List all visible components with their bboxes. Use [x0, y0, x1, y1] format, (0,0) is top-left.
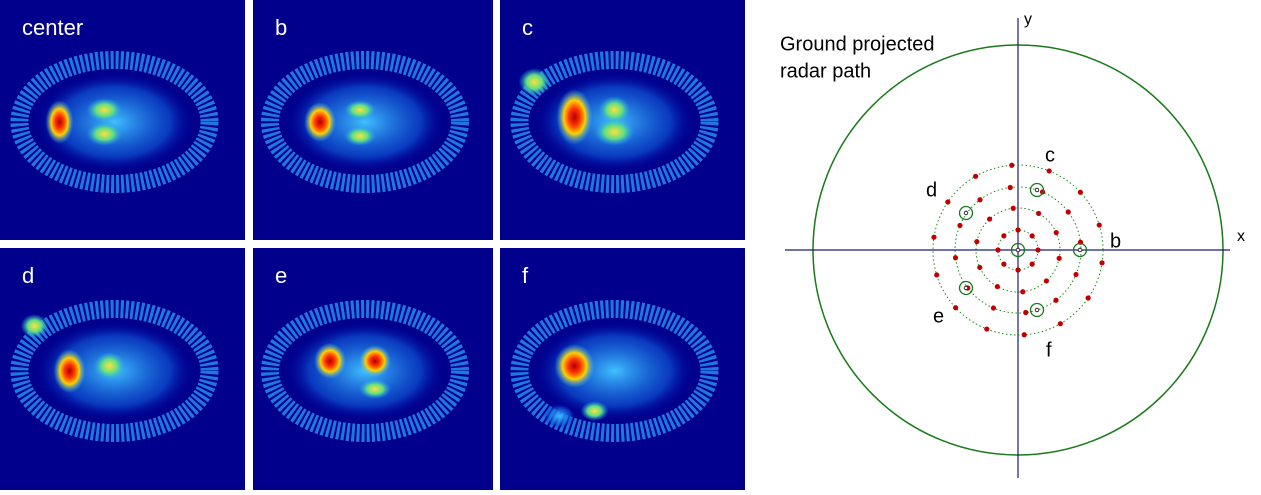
- path-sample: [945, 199, 950, 204]
- panel-label: c: [522, 15, 533, 40]
- radar-image: e: [253, 248, 493, 490]
- path-sample: [1086, 295, 1091, 300]
- path-sample: [1030, 262, 1035, 267]
- path-sample: [995, 247, 1000, 252]
- point-label: f: [1046, 339, 1052, 361]
- panel-label: e: [275, 263, 287, 288]
- path-sample: [1035, 247, 1040, 252]
- path-sample: [934, 272, 939, 277]
- path-sample: [1001, 233, 1006, 238]
- path-sample: [977, 265, 982, 270]
- point-label: d: [926, 179, 937, 201]
- highlight-dot: [1078, 248, 1082, 252]
- hotspot: [87, 122, 123, 146]
- path-sample: [1011, 206, 1016, 211]
- radar-path-diagram: Ground projected radar path x y c b d e …: [780, 11, 1245, 478]
- radar-images: center b c d e f: [0, 0, 745, 490]
- path-sample: [1009, 163, 1014, 168]
- path-sample: [957, 223, 962, 228]
- hotspot: [46, 100, 74, 144]
- path-sample: [1097, 222, 1102, 227]
- hotspot: [581, 401, 609, 421]
- hotspot: [54, 349, 86, 393]
- panel-label: b: [275, 15, 287, 40]
- path-sample: [1023, 310, 1028, 315]
- diagram-title: Ground projected: [780, 33, 935, 55]
- hotspot: [519, 68, 551, 96]
- hotspot: [359, 379, 391, 399]
- panel-label: center: [22, 15, 83, 40]
- figure: centerbcdef Ground projected radar path …: [0, 0, 1261, 490]
- path-sample: [973, 174, 978, 179]
- highlight-dot: [964, 286, 968, 290]
- radar-image: b: [253, 0, 493, 240]
- panel-label: d: [22, 263, 34, 288]
- path-sample: [1099, 260, 1104, 265]
- path-sample: [1036, 211, 1041, 216]
- radar-image: center: [0, 0, 245, 240]
- x-label: x: [1237, 228, 1245, 245]
- path-sample: [1008, 185, 1013, 190]
- point-label: c: [1045, 144, 1055, 166]
- path-sample: [984, 326, 989, 331]
- path-sample: [1078, 190, 1083, 195]
- hotspot: [359, 345, 391, 377]
- hotspot: [344, 126, 376, 146]
- path-sample: [1047, 168, 1052, 173]
- path-sample: [931, 235, 936, 240]
- point-label: b: [1110, 230, 1121, 252]
- path-sample: [1022, 332, 1027, 337]
- path-sample: [953, 305, 958, 310]
- hotspot: [344, 100, 376, 120]
- point-label: e: [933, 305, 944, 327]
- path-sample: [995, 284, 1000, 289]
- path-sample: [987, 216, 992, 221]
- path-sample: [1030, 233, 1035, 238]
- radar-image: c: [500, 0, 745, 240]
- hotspot: [544, 404, 576, 428]
- highlight-dot: [1035, 308, 1039, 312]
- path-sample: [1058, 321, 1063, 326]
- path-sample: [1054, 230, 1059, 235]
- hotspot: [94, 352, 126, 380]
- hotspot: [87, 98, 123, 122]
- hotspot: [557, 89, 593, 145]
- radar-image: f: [500, 248, 745, 490]
- path-sample: [1015, 227, 1020, 232]
- path-sample: [1015, 267, 1020, 272]
- path-sample: [977, 197, 982, 202]
- path-sample: [991, 305, 996, 310]
- highlight-dot: [964, 211, 968, 215]
- hotspot: [595, 118, 635, 146]
- hotspot: [21, 314, 49, 338]
- highlight-dot: [1035, 188, 1039, 192]
- path-sample: [1066, 209, 1071, 214]
- panel-label: f: [522, 263, 529, 288]
- highlight-dot: [1016, 248, 1020, 252]
- diagram-title: radar path: [780, 60, 871, 82]
- path-sample: [1044, 278, 1049, 283]
- path-sample: [974, 239, 979, 244]
- path-sample: [1020, 289, 1025, 294]
- hotspot: [314, 343, 346, 379]
- path-sample: [1073, 272, 1078, 277]
- hotspot: [304, 102, 336, 142]
- path-sample: [1001, 262, 1006, 267]
- path-sample: [1053, 298, 1058, 303]
- path-sample: [1057, 256, 1062, 261]
- y-label: y: [1024, 11, 1032, 28]
- radar-image: d: [0, 248, 245, 490]
- path-sample: [953, 255, 958, 260]
- hotspot: [555, 344, 595, 388]
